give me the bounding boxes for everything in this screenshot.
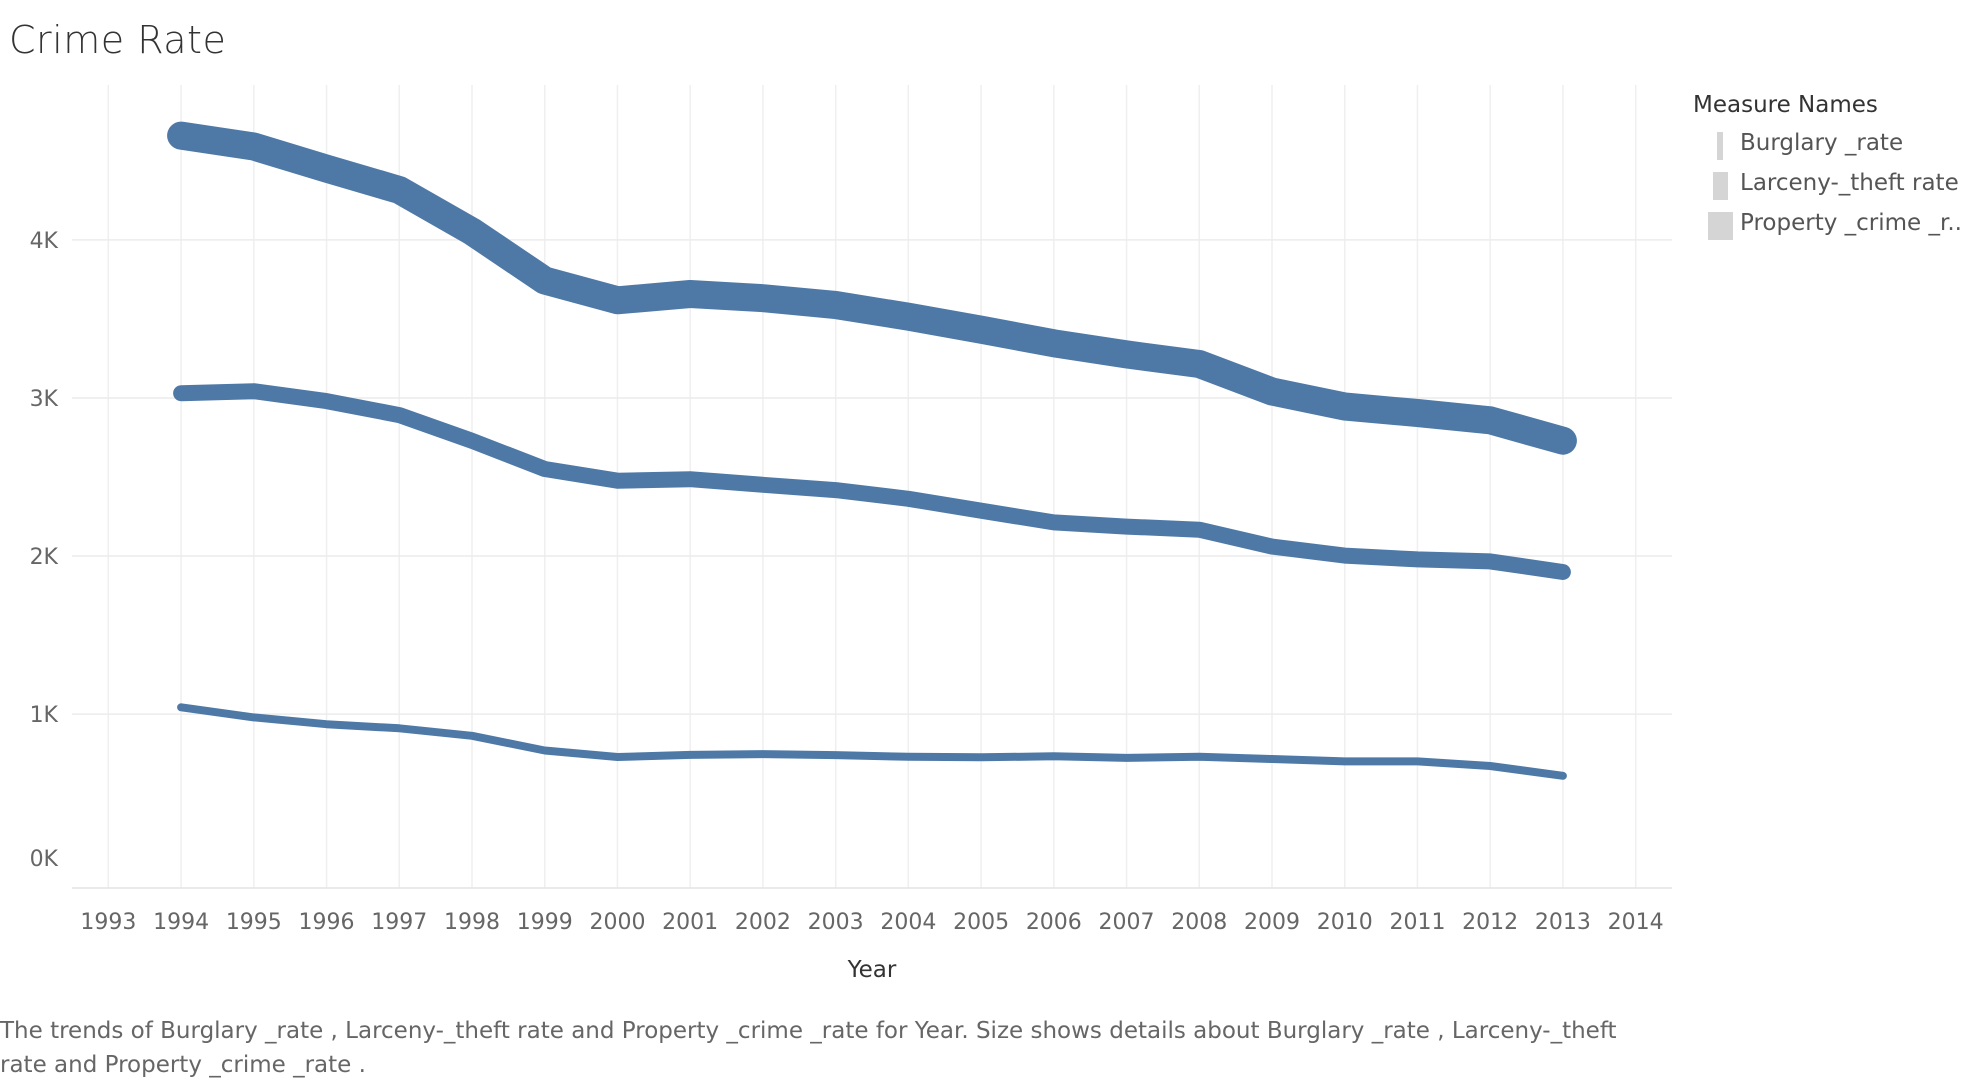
x-tick-label: 2007 [1099, 910, 1155, 935]
x-tick-label: 1993 [80, 910, 136, 935]
legend-item-burglary[interactable]: Burglary _rate [1693, 124, 1968, 164]
legend-swatch-property [1708, 212, 1733, 240]
x-tick-label: 2008 [1171, 910, 1227, 935]
x-tick-label: 1995 [226, 910, 282, 935]
caption-line-1: The trends of Burglary _rate , Larceny-_… [0, 1018, 1617, 1044]
x-tick-label: 2006 [1026, 910, 1082, 935]
x-tick-label: 2003 [808, 910, 864, 935]
legend[interactable]: Measure Names Burglary _rate Larceny-_th… [1693, 92, 1968, 244]
legend-item-larceny[interactable]: Larceny-_theft rate [1693, 164, 1968, 204]
caption-line-2: rate and Property _crime _rate . [0, 1052, 366, 1078]
x-tick-label: 2002 [735, 910, 791, 935]
x-tick-label: 2009 [1244, 910, 1300, 935]
x-tick-label: 2005 [953, 910, 1009, 935]
x-tick-label: 2001 [662, 910, 718, 935]
x-tick-label: 2000 [589, 910, 645, 935]
y-tick-label: 4K [30, 229, 59, 254]
x-tick-label: 2013 [1535, 910, 1591, 935]
x-tick-label: 1994 [153, 910, 209, 935]
x-tick-label: 2004 [880, 910, 936, 935]
y-tick-label: 2K [30, 545, 59, 570]
legend-title: Measure Names [1693, 92, 1878, 118]
chart-title: Crime Rate [9, 18, 227, 62]
legend-swatch-larceny [1713, 172, 1728, 200]
series-line-larceny-theft-rate[interactable] [173, 383, 1571, 580]
legend-item-property[interactable]: Property _crime _r.. [1693, 204, 1968, 244]
chart-caption: The trends of Burglary _rate , Larceny-_… [0, 1014, 1660, 1082]
x-axis-title: Year [847, 957, 897, 983]
y-tick-label: 0K [30, 847, 59, 872]
x-tick-label: 1998 [444, 910, 500, 935]
x-tick-label: 1996 [299, 910, 355, 935]
x-tick-label: 2014 [1608, 910, 1664, 935]
x-tick-label: 1997 [371, 910, 427, 935]
series-line-burglary-rate[interactable] [177, 703, 1567, 780]
x-axis-ticks: 1993 1994 1995 1996 1997 1998 1999 2000 2001 2002… [80, 910, 1663, 935]
x-tick-label: 2012 [1462, 910, 1518, 935]
x-tick-label: 2010 [1317, 910, 1373, 935]
y-tick-label: 1K [30, 703, 59, 728]
y-axis-ticks: 0K 1K 2K 3K 4K [30, 229, 59, 872]
legend-label-larceny: Larceny-_theft rate [1740, 170, 1959, 196]
line-chart: 0K 1K 2K 3K 4K 1993 1994 1995 1996 1997 1998 1999 2… [30, 85, 1672, 983]
legend-label-property: Property _crime _r.. [1740, 210, 1962, 236]
x-tick-label: 1999 [517, 910, 573, 935]
y-tick-label: 3K [30, 387, 59, 412]
series-lines [167, 121, 1577, 780]
series-line-property-crime-r[interactable] [167, 121, 1577, 455]
legend-swatch-burglary [1717, 132, 1723, 160]
legend-label-burglary: Burglary _rate [1740, 130, 1904, 156]
x-tick-label: 2011 [1389, 910, 1445, 935]
